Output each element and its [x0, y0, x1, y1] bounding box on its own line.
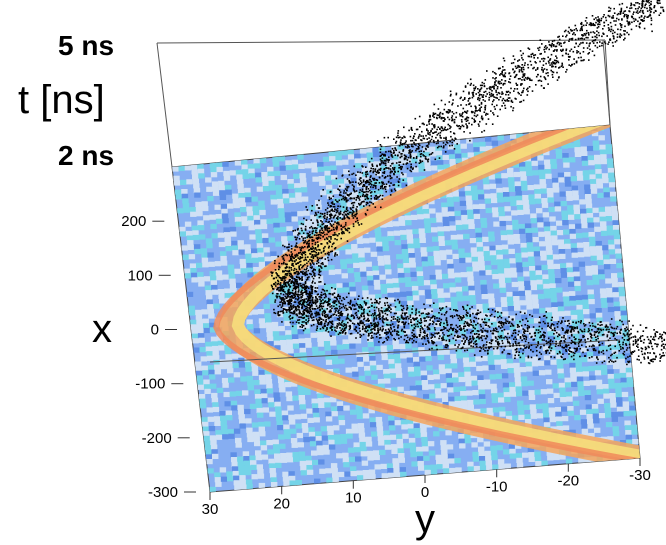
y-axis-label: y [415, 497, 435, 541]
box-edge-back [602, 39, 611, 126]
box-edge-top [156, 39, 606, 44]
x-tick-label: 100 [128, 267, 153, 284]
x-tick-label: -100 [135, 376, 165, 393]
y-tick-label: -20 [557, 473, 579, 490]
x-axis-label: x [92, 307, 112, 351]
z-tick-label-bottom: 2 ns [58, 140, 115, 171]
x-tick-label: 200 [121, 213, 146, 230]
x-tick-label: -300 [148, 484, 178, 501]
x-tick-label: -200 [142, 430, 172, 447]
hit-points [270, 0, 666, 366]
z-axis-label: t [ns] [18, 78, 105, 122]
box-frame [156, 39, 621, 363]
ring-band [231, 125, 640, 485]
y-tick-label: 0 [421, 484, 429, 501]
y-tick-label: -30 [629, 467, 651, 484]
ring-band [213, 125, 640, 484]
y-tick-label: 20 [273, 495, 290, 512]
z-tick-label-top: 5 ns [58, 30, 115, 61]
y-tick-label: -10 [486, 478, 508, 495]
floor-midline [209, 339, 621, 363]
box-edge-left [156, 42, 173, 168]
y-tick-label: 10 [345, 490, 362, 507]
x-tick-label: 0 [151, 322, 159, 339]
y-tick-label: 30 [202, 501, 219, 518]
ring-layer [213, 125, 640, 492]
